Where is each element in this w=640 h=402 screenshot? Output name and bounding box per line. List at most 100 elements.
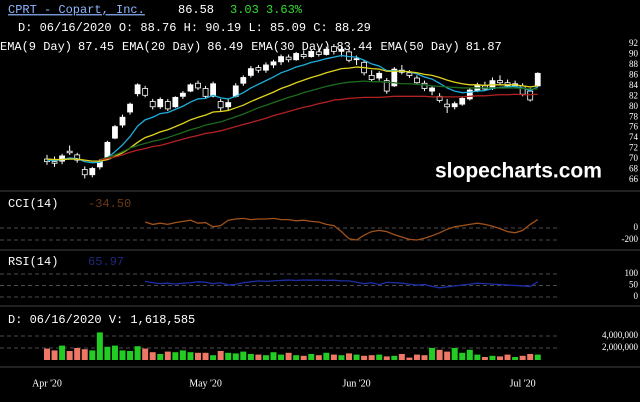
y-tick-label: 74 xyxy=(629,132,639,142)
y-tick-label: 2,000,000 xyxy=(602,342,639,352)
x-tick-label: Jun '20 xyxy=(342,378,370,389)
candle-body xyxy=(330,46,337,52)
candle-body xyxy=(217,101,224,109)
y-tick-label: 68 xyxy=(629,164,639,174)
candle-body xyxy=(119,116,126,126)
panel-title: D: 06/16/2020 V: 1,618,585 xyxy=(8,313,195,327)
candle-body xyxy=(255,67,262,71)
y-tick-label: 0 xyxy=(634,291,639,301)
volume-bar xyxy=(255,354,262,360)
volume-bar xyxy=(111,345,118,360)
volume-bar xyxy=(179,350,186,360)
y-tick-label: 50 xyxy=(629,280,639,290)
ema-line xyxy=(99,93,538,161)
volume-bar xyxy=(134,346,141,360)
candle-body xyxy=(429,87,435,92)
candle-body xyxy=(142,88,149,96)
y-tick-label: 88 xyxy=(629,59,639,69)
panel-value: -34.50 xyxy=(88,197,131,211)
ohlc-readout: D: 06/16/2020 O: 88.76 H: 90.19 L: 85.09… xyxy=(18,21,371,35)
candle-body xyxy=(527,90,534,101)
legend-entry: EMA(30 Day) 83.44 xyxy=(251,40,372,54)
candle-body xyxy=(414,77,420,84)
candle-body xyxy=(466,89,473,100)
candle-body xyxy=(497,80,503,84)
y-tick-label: 70 xyxy=(629,153,639,163)
y-tick-label: 78 xyxy=(629,111,639,121)
candle-body xyxy=(247,68,254,76)
last-price: 86.58 xyxy=(178,3,214,17)
y-tick-label: 92 xyxy=(629,38,638,48)
volume-bar xyxy=(398,354,405,360)
volume-bar xyxy=(285,352,292,360)
x-tick-label: May '20 xyxy=(189,378,222,389)
volume-bar xyxy=(527,354,534,360)
candle-body xyxy=(195,82,201,89)
legend-label: EMA(20 Day) xyxy=(122,40,201,54)
volume-bar xyxy=(74,348,81,360)
panel-title: CCI(14) xyxy=(8,197,58,211)
watermark: slopecharts.com xyxy=(435,160,602,183)
y-tick-label: -200 xyxy=(622,234,639,244)
ema-line xyxy=(99,80,538,161)
volume-bar xyxy=(323,352,330,360)
volume-bar xyxy=(157,354,164,360)
candle-body xyxy=(406,72,413,76)
volume-bar xyxy=(519,355,526,360)
volume-bar xyxy=(330,354,337,360)
volume-bar xyxy=(164,351,171,360)
candle-body xyxy=(263,64,269,71)
candle-body xyxy=(444,103,451,108)
volume-bar xyxy=(217,351,224,360)
volume-bar xyxy=(512,357,519,360)
volume-bar xyxy=(474,354,481,360)
volume-bar xyxy=(383,356,390,360)
volume-bar xyxy=(391,355,398,360)
candle-body xyxy=(187,84,194,92)
volume-bar xyxy=(406,357,413,360)
price-change: 3.03 3.63% xyxy=(230,3,303,17)
candle-body xyxy=(149,101,156,108)
volume-bar xyxy=(232,353,239,360)
candle-body xyxy=(172,96,179,108)
candle-body xyxy=(232,85,239,97)
candle-body xyxy=(81,169,88,176)
volume-bar xyxy=(51,350,58,360)
volume-bar xyxy=(89,350,96,360)
candle-body xyxy=(225,102,232,108)
candle-body xyxy=(157,99,164,108)
volume-bar xyxy=(315,355,322,360)
volume-bar xyxy=(504,354,511,360)
volume-bar xyxy=(202,352,209,360)
legend-label: EMA(50 Day) xyxy=(381,40,460,54)
volume-bar xyxy=(270,352,277,360)
volume-bar xyxy=(444,351,451,360)
candle-body xyxy=(240,77,247,84)
candle-body xyxy=(353,58,360,61)
volume-bar xyxy=(459,352,466,360)
volume-bar xyxy=(436,349,443,360)
volume-bar xyxy=(225,352,232,360)
y-tick-label: 86 xyxy=(629,69,639,79)
candle-body xyxy=(338,48,345,52)
legend-entry: EMA(9 Day) 87.45 xyxy=(0,40,114,54)
volume-bar xyxy=(195,352,201,360)
volume-bar xyxy=(210,355,217,360)
volume-bar xyxy=(421,355,428,360)
candle-body xyxy=(179,92,186,97)
volume-bar xyxy=(240,351,247,360)
volume-bar xyxy=(187,352,194,360)
volume-bar xyxy=(481,357,488,360)
candle-body xyxy=(308,50,315,57)
y-tick-label: 82 xyxy=(629,90,638,100)
candle-body xyxy=(421,82,428,89)
x-tick-label: Jul '20 xyxy=(510,378,536,389)
panel-value: 65.97 xyxy=(88,255,124,269)
legend-value: 87.45 xyxy=(78,40,114,54)
legend-entry: EMA(50 Day) 81.87 xyxy=(381,40,502,54)
y-tick-label: 76 xyxy=(629,122,639,132)
volume-bar xyxy=(247,354,254,360)
volume-bar xyxy=(104,346,111,360)
candle-body xyxy=(534,72,541,87)
